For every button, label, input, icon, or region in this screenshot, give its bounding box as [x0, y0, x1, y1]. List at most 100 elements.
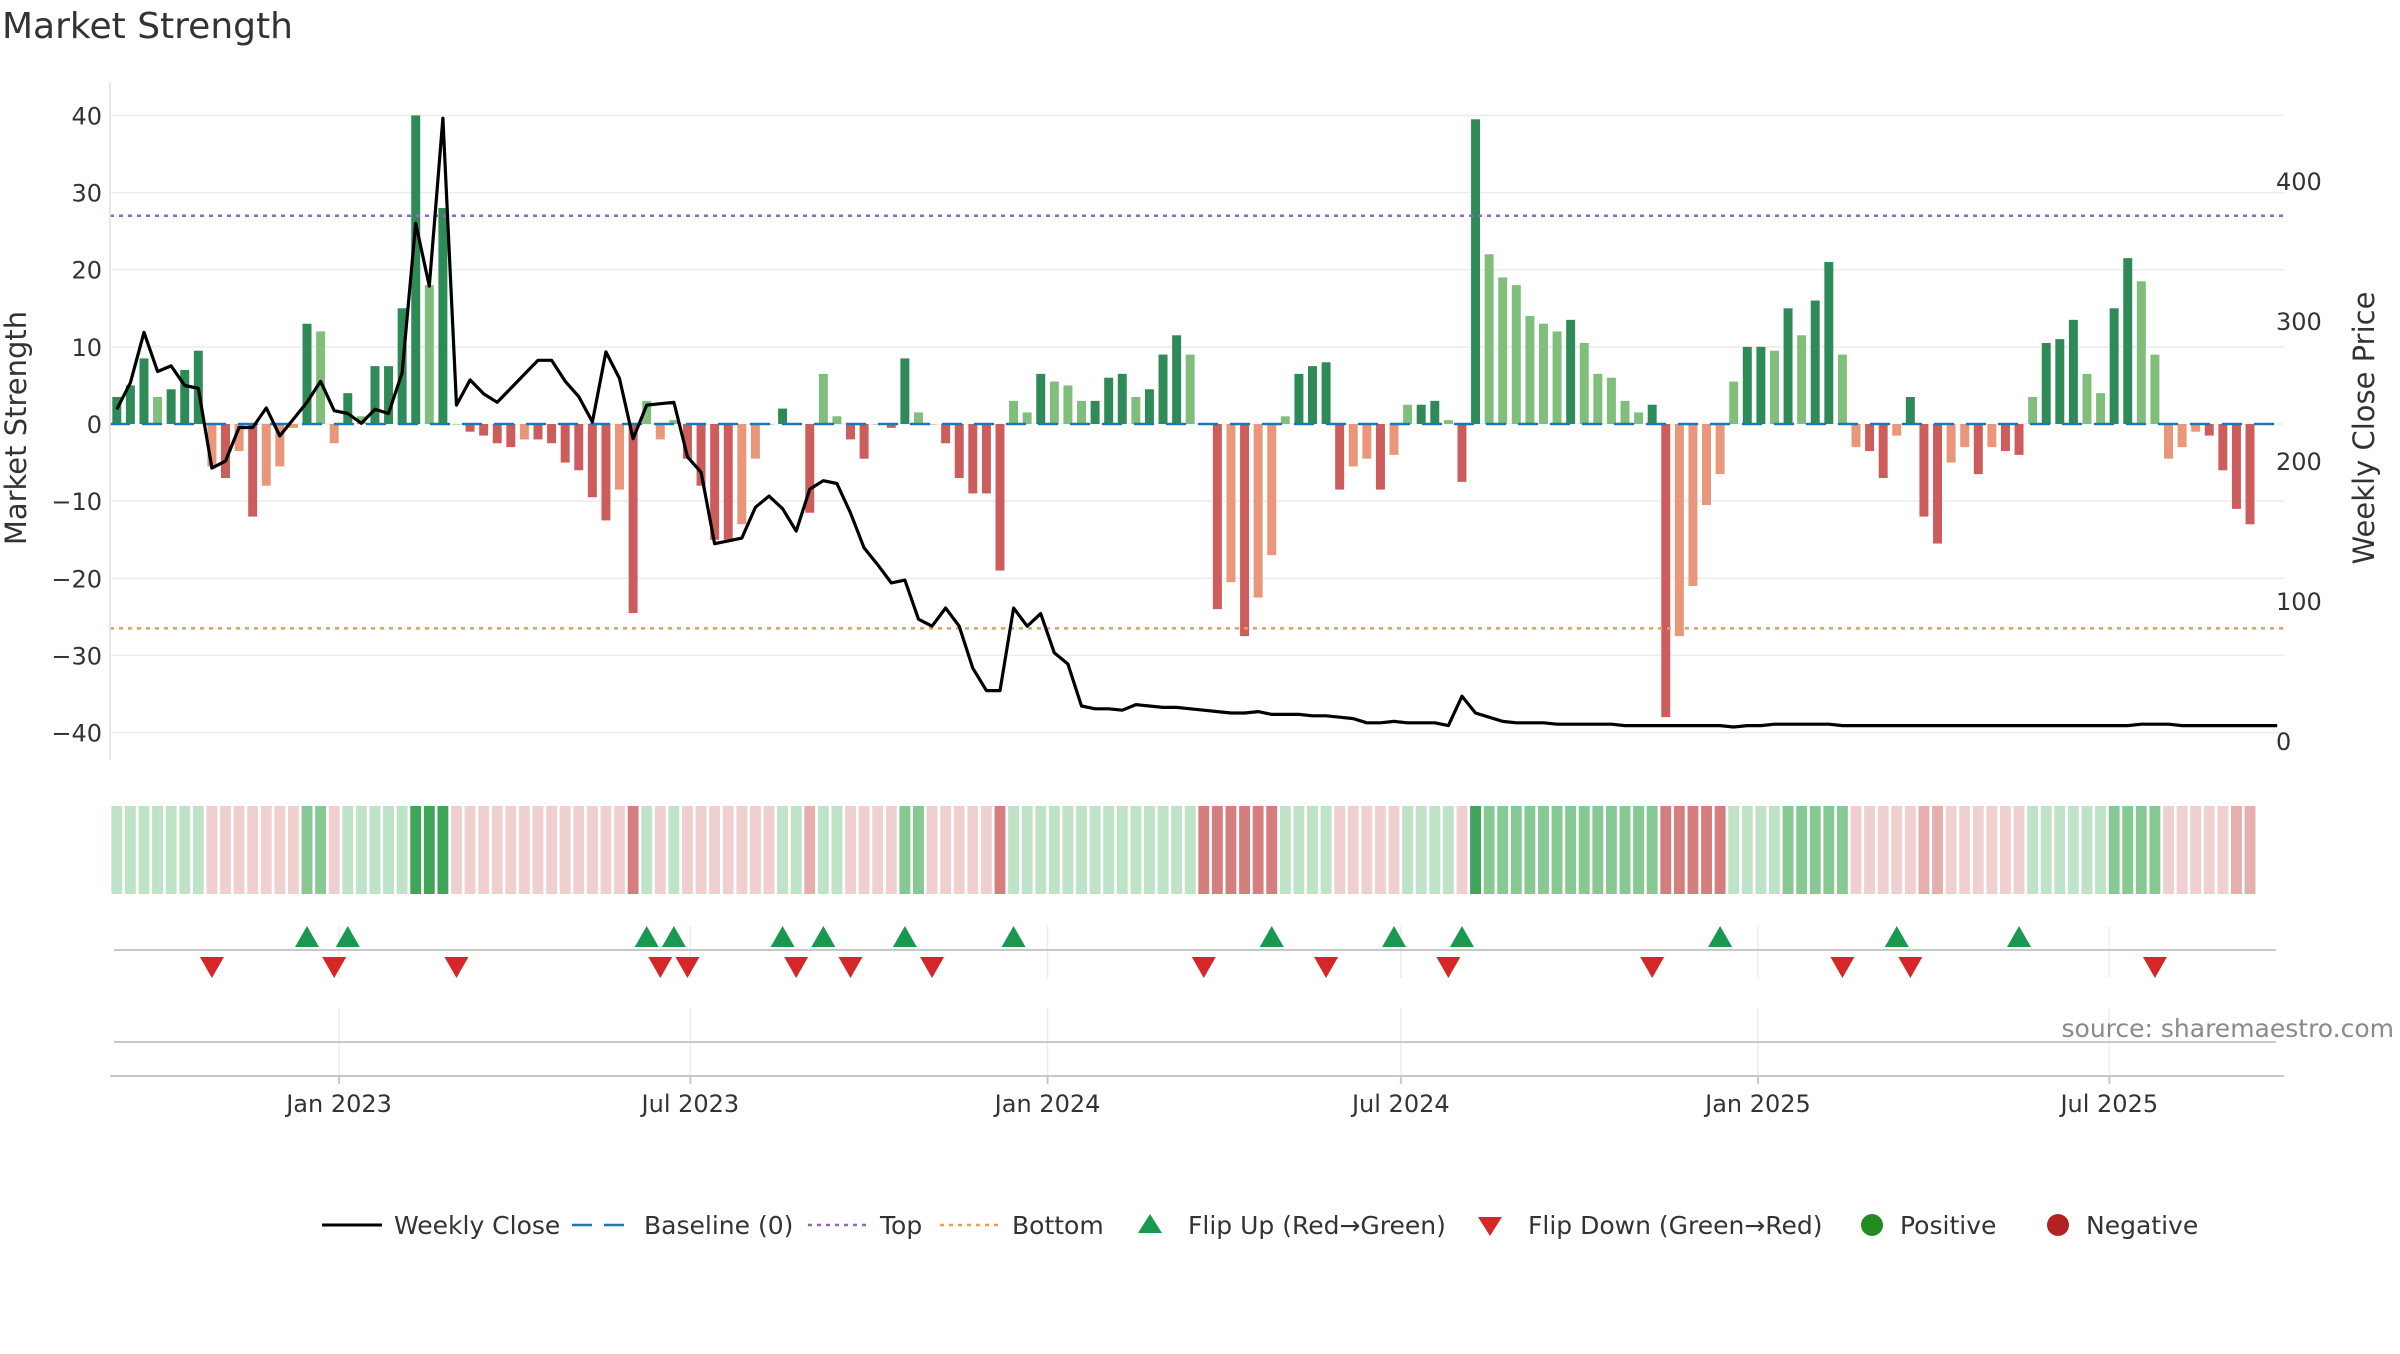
strength-bar	[1865, 424, 1875, 451]
heat-cell	[817, 806, 829, 894]
heat-cell	[586, 806, 598, 894]
strength-bar	[1471, 119, 1481, 425]
x-tick-label: Jan 2023	[284, 1090, 392, 1118]
flip-up-marker	[1708, 926, 1733, 947]
strength-bar	[2068, 319, 2078, 424]
strength-bar	[2218, 424, 2228, 471]
flip-down-marker	[1830, 957, 1855, 978]
heat-cell	[1402, 806, 1414, 894]
strength-bar	[1022, 412, 1032, 424]
heat-cell	[206, 806, 218, 894]
y-tick-label-left: 10	[71, 334, 102, 362]
heat-cell	[287, 806, 299, 894]
heat-cell	[233, 806, 245, 894]
strength-bar	[547, 424, 557, 444]
strength-bar	[1362, 424, 1372, 459]
strength-bar	[1049, 381, 1059, 424]
heat-cell	[423, 806, 435, 894]
heat-cell	[1184, 806, 1196, 894]
heat-cell	[641, 806, 653, 894]
strength-bar	[1878, 424, 1888, 478]
strength-bar	[1647, 404, 1657, 424]
heat-cell	[518, 806, 530, 894]
heat-cell	[736, 806, 748, 894]
strength-bar	[1172, 335, 1182, 424]
strength-bar	[2245, 424, 2255, 525]
heat-cell	[600, 806, 612, 894]
strength-bar	[696, 424, 706, 486]
heat-cell	[1171, 806, 1183, 894]
flip-up-marker	[335, 926, 360, 947]
y-tick-label-left: 0	[87, 411, 102, 439]
heat-cell	[1048, 806, 1060, 894]
strength-bar	[900, 358, 910, 424]
strength-bar	[1185, 354, 1195, 424]
legend-swatch-positive	[1861, 1214, 1883, 1236]
heat-cell	[913, 806, 924, 894]
strength-bar	[411, 115, 421, 424]
heat-cell	[2122, 806, 2134, 894]
heat-cell	[858, 806, 870, 894]
strength-bar	[1498, 277, 1508, 424]
strength-bar	[560, 424, 570, 463]
strength-bar	[2055, 339, 2065, 424]
heat-cell	[749, 806, 761, 894]
strength-bar	[2028, 397, 2038, 424]
heat-cell	[1972, 806, 1984, 894]
heat-cell	[1959, 806, 1971, 894]
heat-cell	[2095, 806, 2107, 894]
strength-bar	[832, 416, 842, 424]
strength-bar	[492, 424, 502, 444]
heat-cell	[1646, 806, 1658, 894]
strength-bar	[166, 389, 176, 424]
strength-bar	[927, 424, 937, 425]
heat-cell	[1551, 806, 1563, 894]
strength-bar	[574, 424, 584, 471]
heat-cell	[695, 806, 707, 894]
heat-cell	[1891, 806, 1903, 894]
heat-cell	[1769, 806, 1780, 894]
source-note: source: sharemaestro.com	[2061, 1014, 2395, 1043]
strength-bar	[506, 424, 516, 448]
strength-bar	[248, 424, 258, 517]
strength-bar	[1973, 424, 1983, 475]
strength-bar	[356, 416, 366, 424]
heat-cell	[2176, 806, 2188, 894]
strength-bar	[1457, 424, 1467, 482]
heat-cell	[1741, 806, 1753, 894]
legend-swatch-flip-up	[1138, 1214, 1162, 1233]
flip-down-marker	[1436, 957, 1461, 978]
strength-bar	[1348, 424, 1358, 467]
heat-cell	[899, 806, 911, 894]
heat-cell	[1483, 806, 1495, 894]
strength-bar	[778, 408, 788, 424]
heat-cell	[1415, 806, 1427, 894]
legend: Weekly Close Baseline (0) Top Bottom Flip Up…	[322, 1211, 2198, 1240]
flip-down-marker	[784, 957, 809, 978]
heat-cell	[1687, 806, 1699, 894]
legend-label: Negative	[2086, 1211, 2198, 1240]
strength-bar	[601, 424, 611, 521]
heat-cell	[1510, 806, 1522, 894]
heat-cell	[451, 806, 462, 894]
flip-up-marker	[295, 926, 320, 947]
heat-cell	[1673, 806, 1685, 894]
heat-cell	[505, 806, 517, 894]
strength-bar	[818, 373, 828, 424]
strength-bar	[1212, 424, 1222, 610]
heat-cell	[124, 806, 136, 894]
legend-label: Flip Up (Red→Green)	[1188, 1211, 1446, 1240]
strength-bar	[1797, 335, 1807, 424]
strength-bar	[1715, 424, 1725, 475]
heat-cell	[559, 806, 571, 894]
reference-lines	[110, 214, 2284, 630]
heat-cell	[790, 806, 802, 894]
heat-cell	[1701, 806, 1712, 894]
y-tick-label-left: −40	[51, 720, 102, 748]
heat-strip	[111, 806, 2256, 894]
heat-cell	[1062, 806, 1074, 894]
heat-cell	[1633, 806, 1645, 894]
heat-cell	[804, 806, 816, 894]
strength-bar	[424, 285, 434, 424]
